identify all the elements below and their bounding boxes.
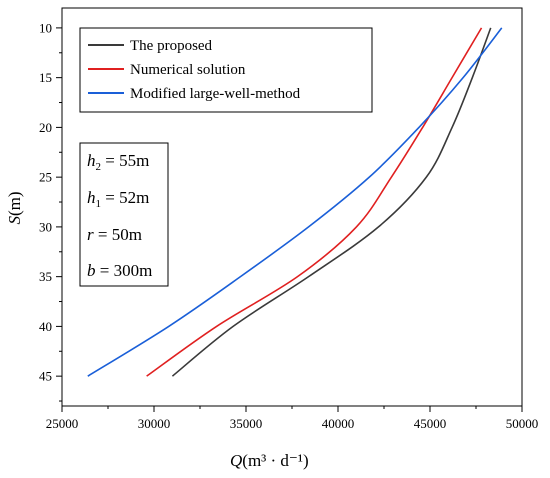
- x-tick-label: 40000: [322, 416, 355, 431]
- y-tick-label: 30: [39, 219, 52, 234]
- param-h2: h2 = 55m: [87, 151, 149, 173]
- series-layer: [87, 27, 503, 377]
- x-tick-label: 50000: [506, 416, 539, 431]
- x-axis-title: Q(m³ · d⁻¹): [230, 451, 309, 470]
- x-tick-label: 45000: [414, 416, 447, 431]
- legend-label-numerical: Numerical solution: [130, 62, 246, 78]
- axis-ticks: 25000 30000 35000 40000 45000 50000 10 15 20 25 30…: [39, 20, 538, 431]
- y-tick-label: 40: [39, 319, 52, 334]
- x-tick-label: 35000: [230, 416, 263, 431]
- param-r: r = 50m: [87, 225, 142, 244]
- series-line-modified: [87, 27, 503, 377]
- x-tick-label: 25000: [46, 416, 79, 431]
- parameter-box: h2 = 55m h1 = 52m r = 50m b = 300m: [79, 142, 169, 287]
- series-line-numerical: [146, 27, 483, 377]
- y-tick-label: 25: [39, 170, 52, 185]
- x-tick-label: 30000: [138, 416, 171, 431]
- legend-label-modified: Modified large-well-method: [130, 86, 301, 102]
- legend-box: [79, 27, 373, 113]
- y-tick-label: 35: [39, 269, 52, 284]
- y-tick-label: 10: [39, 20, 52, 35]
- series-line-proposed: [171, 27, 492, 377]
- y-tick-label: 20: [39, 120, 52, 135]
- y-tick-label: 45: [39, 369, 52, 384]
- parameter-box-frame: [79, 142, 169, 287]
- param-b: b = 300m: [87, 261, 152, 280]
- y-axis-title: S(m): [5, 191, 24, 224]
- legend: The proposed Numerical solution Modified…: [79, 27, 373, 113]
- param-h1: h1 = 52m: [87, 188, 149, 210]
- legend-label-proposed: The proposed: [130, 38, 213, 54]
- y-tick-label: 15: [39, 70, 52, 85]
